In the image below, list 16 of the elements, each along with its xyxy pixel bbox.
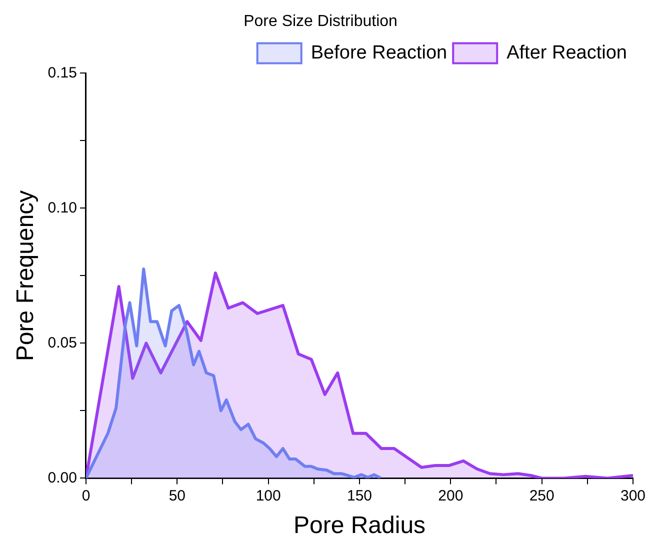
y-tick-label: 0.10 [48,199,77,216]
legend-label: After Reaction [506,42,628,64]
x-tick-label: 50 [168,487,186,504]
x-axis-title: Pore Radius [293,512,426,540]
x-tick-label: 0 [82,487,90,504]
x-tick-label: 200 [438,487,464,504]
chart-title: Pore Size Distribution [244,13,398,30]
y-axis-title: Pore Frequency [12,190,40,362]
y-tick-label: 0.00 [48,469,77,486]
y-tick-label: 0.15 [48,64,77,82]
x-tick-label: 250 [529,487,554,504]
x-tick-label: 300 [620,487,646,504]
legend-label: Before Reaction [310,42,448,64]
x-tick-label: 100 [256,487,281,504]
x-tick-label: 150 [346,487,372,504]
y-tick-label: 0.05 [48,334,77,352]
